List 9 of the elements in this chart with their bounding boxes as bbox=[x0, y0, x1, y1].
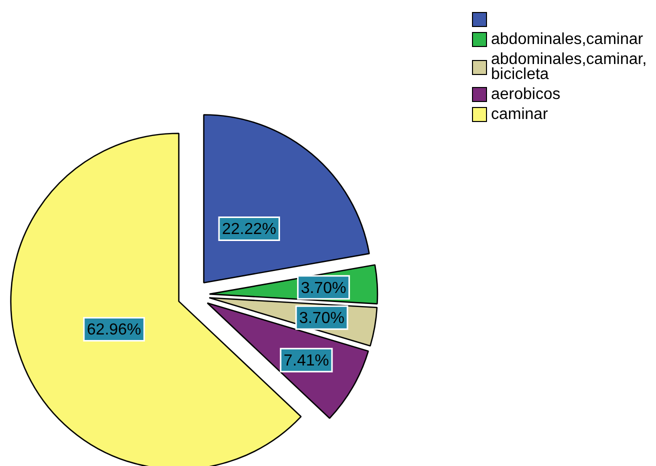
legend-label: abdominales,caminar, bicicleta bbox=[491, 51, 648, 83]
data-label: 3.70% bbox=[300, 280, 346, 297]
data-label: 7.41% bbox=[284, 352, 329, 370]
legend-label: abdominales,caminar bbox=[491, 31, 644, 48]
data-label: 3.70% bbox=[299, 310, 344, 327]
data-label: 62.96% bbox=[86, 322, 142, 339]
data-label: 22.22% bbox=[222, 221, 276, 238]
legend-label: caminar bbox=[491, 106, 548, 123]
legend-label: aerobicos bbox=[491, 86, 560, 103]
